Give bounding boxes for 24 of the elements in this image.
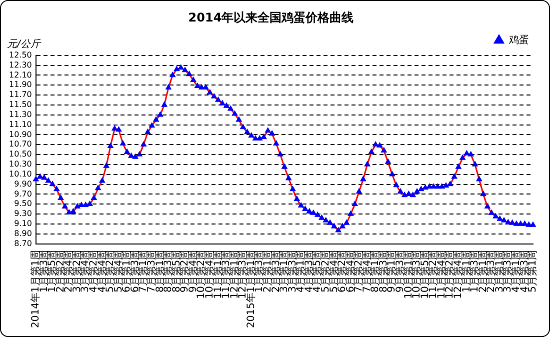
y-tick-label: 11.90 [8, 80, 32, 90]
y-tick-label: 9.30 [14, 209, 32, 218]
y-tick-label: 11.30 [8, 110, 32, 119]
y-tick-label: 12.50 [8, 50, 32, 60]
y-tick-label: 10.10 [8, 169, 32, 178]
y-tick-label: 10.30 [8, 160, 32, 169]
y-tick-label: 10.70 [8, 140, 32, 149]
legend-label: 鸡蛋 [508, 34, 529, 46]
y-tick-label: 9.50 [14, 199, 32, 208]
y-tick-label: 9.70 [14, 189, 32, 198]
y-tick-label: 11.70 [8, 90, 32, 100]
y-tick-label: 9.10 [14, 219, 32, 228]
y-tick-label: 9.90 [14, 179, 32, 188]
y-axis-title: 元/公斤 [7, 38, 42, 50]
chart-title: 2014年以来全国鸡蛋价格曲线 [188, 10, 354, 24]
y-tick-label: 12.30 [8, 60, 32, 70]
y-tick-label: 10.90 [8, 130, 32, 139]
y-tick-label: 12.10 [8, 70, 32, 80]
x-tick-label: 5月第1周 [526, 250, 539, 293]
y-tick-label: 8.70 [14, 238, 32, 248]
y-tick-label: 11.10 [8, 120, 32, 129]
y-tick-label: 8.90 [14, 228, 32, 238]
y-tick-label: 10.50 [8, 150, 32, 159]
y-tick-label: 11.50 [8, 100, 32, 110]
